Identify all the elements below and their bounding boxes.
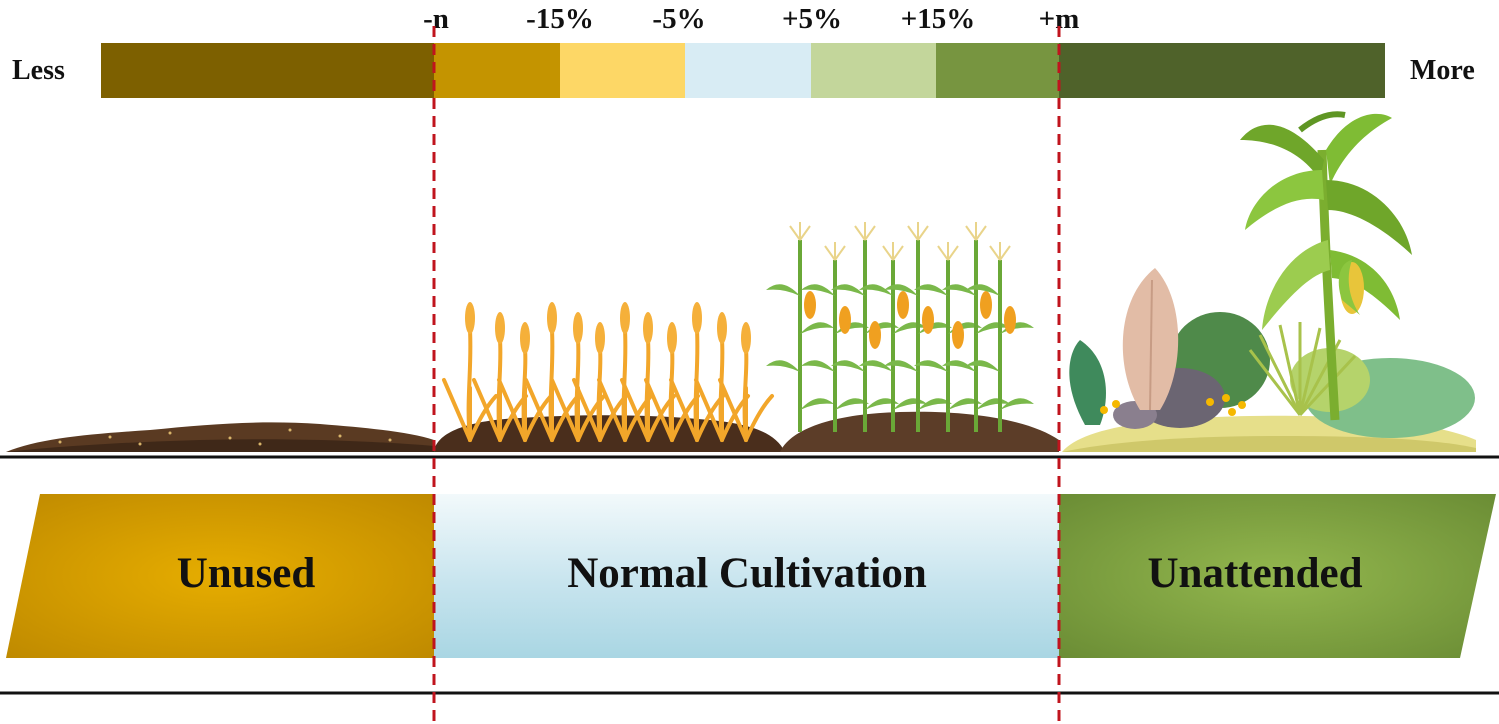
scale-segment-minus5-to-plus5 xyxy=(685,43,811,98)
bare-soil-illustration xyxy=(6,422,434,452)
tick-label-plus-15: +15% xyxy=(900,3,976,35)
band-label-normal-cultivation: Normal Cultivation xyxy=(567,550,927,597)
scale-segment-n-to-minus15 xyxy=(434,43,560,98)
wheat-field-illustration xyxy=(434,302,785,452)
band-label-unattended: Unattended xyxy=(1147,550,1363,597)
scale-label-less: Less xyxy=(12,55,65,86)
band-unattended xyxy=(1059,494,1496,658)
tick-label-plus-5: +5% xyxy=(781,3,843,35)
overgrown-vegetation-illustration xyxy=(1062,111,1476,452)
band-label-unused: Unused xyxy=(176,550,316,597)
band-normal-cultivation xyxy=(434,494,1059,658)
tick-label-minus-n: -n xyxy=(423,3,449,35)
scale-segment-minus15-to-minus5 xyxy=(560,43,685,98)
scale-segment-plus15-to-m xyxy=(936,43,1059,98)
tick-label-minus-5: -5% xyxy=(652,3,706,35)
tick-label-minus-15: -15% xyxy=(526,3,594,35)
scale-label-more: More xyxy=(1410,55,1475,86)
scale-segment-plus5-to-plus15 xyxy=(811,43,936,98)
scale-segment-less-than-n xyxy=(101,43,434,98)
corn-field-illustration xyxy=(766,222,1059,452)
scale-segment-more-than-m xyxy=(1059,43,1385,98)
band-unused xyxy=(6,494,434,658)
